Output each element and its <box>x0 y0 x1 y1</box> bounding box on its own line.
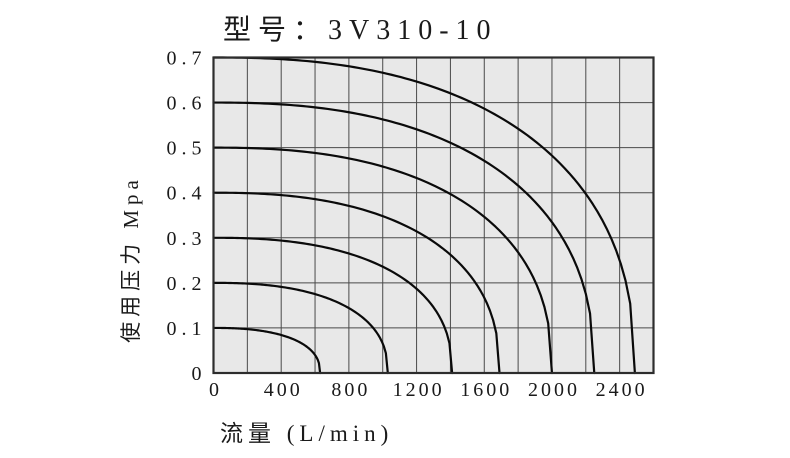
curve-inlet-pressure-0.7-mpa <box>212 56 636 375</box>
curve-inlet-pressure-0.6-mpa <box>212 101 596 375</box>
x-tick-label: 800 <box>331 379 370 401</box>
x-axis-tick-labels: 0 400 800 1200 1600 2000 2400 <box>209 379 648 401</box>
pressure-flow-curves <box>212 56 636 375</box>
grid-lines <box>213 57 654 374</box>
y-tick-label: 0.4 <box>167 183 207 205</box>
y-axis-tick-labels: 0 0.1 0.2 0.3 0.4 0.5 0.6 0.7 <box>167 48 207 386</box>
x-axis-title: 流量 (L/min) <box>220 421 394 446</box>
x-tick-label: 2400 <box>596 379 648 401</box>
x-tick-label: 1200 <box>393 379 445 401</box>
y-tick-label: 0.3 <box>167 228 207 250</box>
y-tick-label: 0.6 <box>167 93 207 115</box>
plot-area <box>213 57 654 373</box>
plot-frame <box>212 56 655 375</box>
y-tick-label: 0.2 <box>167 273 207 295</box>
y-tick-label: 0.1 <box>167 318 207 340</box>
x-tick-label: 2000 <box>528 379 580 401</box>
x-tick-label: 1600 <box>460 379 512 401</box>
curve-inlet-pressure-0.5-mpa <box>212 146 554 375</box>
x-tick-label: 0 <box>209 379 222 401</box>
curve-inlet-pressure-0.3-mpa <box>212 236 454 375</box>
y-tick-label: 0.5 <box>167 138 207 160</box>
y-tick-label: 0 <box>192 363 207 385</box>
x-tick-label: 400 <box>264 379 303 401</box>
curve-inlet-pressure-0.2-mpa <box>212 281 389 375</box>
chart-title: 型号：3V310-10 <box>223 15 498 46</box>
y-tick-label: 0.7 <box>167 48 207 70</box>
curve-inlet-pressure-0.1-mpa <box>212 326 322 375</box>
curve-inlet-pressure-0.4-mpa <box>212 191 501 375</box>
